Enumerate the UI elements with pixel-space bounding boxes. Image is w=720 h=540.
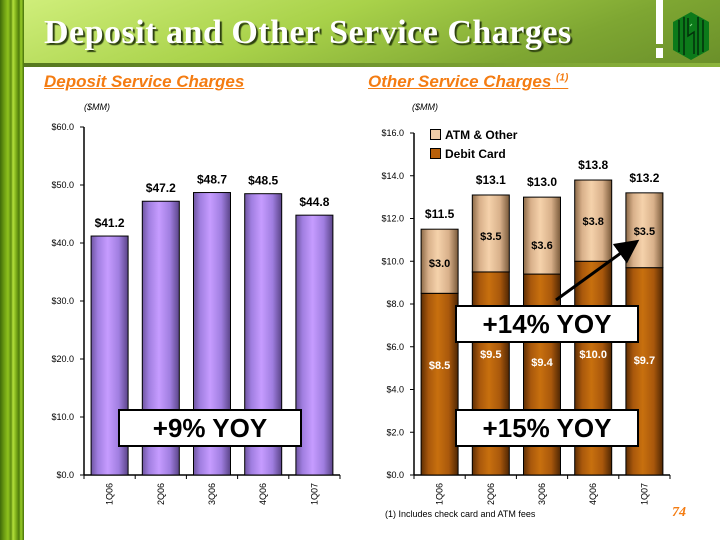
total-label: $11.5 xyxy=(425,207,455,221)
x-tick-label: 3Q06 xyxy=(537,483,547,505)
x-tick-label: 4Q06 xyxy=(258,483,268,505)
y-tick-label: $14.0 xyxy=(381,171,404,181)
deposit-bar-label: $48.7 xyxy=(197,173,227,187)
y-tick-label: $8.0 xyxy=(386,299,404,309)
atm-other-bar xyxy=(420,228,459,294)
y-tick-label: $10.0 xyxy=(51,412,74,422)
deposit-chart-title: Deposit Service Charges xyxy=(44,72,244,92)
y-tick-label: $60.0 xyxy=(51,122,74,132)
x-tick-label: 4Q06 xyxy=(588,483,598,505)
atm-other-label: $3.5 xyxy=(480,231,501,243)
deposit-chart: $0.0 $10.0 $20.0 $30.0 $40.0 $50.0 $60.0 1Q06 2Q… xyxy=(51,122,341,505)
y-tick-label: $2.0 xyxy=(386,427,404,437)
y-tick-label: $12.0 xyxy=(381,214,404,224)
legend-swatch-debit-card xyxy=(430,148,441,159)
atm-other-label: $3.0 xyxy=(429,258,450,270)
deposit-bar-label: $44.8 xyxy=(299,195,329,209)
y-tick-label: $0.0 xyxy=(56,470,74,480)
x-tick-label: 2Q06 xyxy=(486,483,496,505)
atm-other-bar xyxy=(574,179,613,262)
y-tick-label: $6.0 xyxy=(386,342,404,352)
total-label: $13.8 xyxy=(578,158,608,172)
atm-other-label: $3.6 xyxy=(531,240,552,252)
atm-other-label: $3.5 xyxy=(634,226,655,238)
other-chart-title-superscript: (1) xyxy=(556,72,569,84)
deposit-unit-label: ($MM) xyxy=(84,102,110,112)
atm-other-bar xyxy=(471,194,510,273)
deposit-bar-label: $47.2 xyxy=(146,181,176,195)
legend-label-debit-card: Debit Card xyxy=(445,146,506,161)
x-tick-label: 1Q06 xyxy=(105,483,115,505)
legend-item-debit-card: Debit Card xyxy=(430,144,517,163)
other-unit-label: ($MM) xyxy=(412,102,438,112)
deposit-bar xyxy=(295,214,334,476)
deposit-bar-label: $48.5 xyxy=(248,174,278,188)
page-number: 74 xyxy=(672,505,686,520)
y-tick-label: $16.0 xyxy=(381,128,404,138)
legend-label-atm-other: ATM & Other xyxy=(445,127,518,142)
page-title: Deposit and Other Service Charges xyxy=(44,14,572,51)
y-tick-label: $30.0 xyxy=(51,296,74,306)
other-chart-title: Other Service Charges (1) xyxy=(368,72,568,92)
y-tick-label: $0.0 xyxy=(386,470,404,480)
exclamation-dot xyxy=(656,48,663,58)
debit-card-label: $9.5 xyxy=(480,349,501,361)
y-tick-label: $50.0 xyxy=(51,180,74,190)
x-tick-label: 2Q06 xyxy=(156,483,166,505)
debit-card-bar xyxy=(420,292,459,476)
y-tick-label: $4.0 xyxy=(386,385,404,395)
debit-card-label: $8.5 xyxy=(429,360,450,372)
y-tick-label: $40.0 xyxy=(51,238,74,248)
debit-card-label: $9.7 xyxy=(634,355,655,367)
deposit-chart-title-text: Deposit Service Charges xyxy=(44,72,245,91)
x-tick-label: 1Q06 xyxy=(435,483,445,505)
x-tick-label: 1Q07 xyxy=(639,483,649,505)
legend-swatch-atm-other xyxy=(430,129,441,140)
total-label: $13.0 xyxy=(527,175,557,189)
debit-card-label: $9.4 xyxy=(531,357,553,369)
title-banner xyxy=(24,0,720,63)
other-yoy-callout-15: +15% YOY xyxy=(455,409,639,447)
atm-other-bar xyxy=(523,196,561,275)
debit-card-label: $10.0 xyxy=(579,349,607,361)
yoy-arrow-icon xyxy=(555,239,640,302)
footnote: (1) Includes check card and ATM fees xyxy=(385,509,536,519)
deposit-yoy-callout: +9% YOY xyxy=(118,409,302,447)
deposit-bar-label: $41.2 xyxy=(95,216,125,230)
exclamation-bar xyxy=(656,0,663,44)
atm-other-label: $3.8 xyxy=(582,216,603,228)
x-tick-label: 3Q06 xyxy=(207,483,217,505)
legend-item-atm-other: ATM & Other xyxy=(430,125,517,144)
other-chart-title-text: Other Service Charges xyxy=(368,72,552,91)
banner-divider xyxy=(24,63,720,67)
x-tick-label: 1Q07 xyxy=(309,483,319,505)
y-tick-label: $10.0 xyxy=(381,256,404,266)
other-yoy-callout-14: +14% YOY xyxy=(455,305,639,343)
bank-logo-icon xyxy=(673,12,709,60)
total-label: $13.2 xyxy=(629,171,659,185)
decorative-stripes xyxy=(0,0,24,540)
total-label: $13.1 xyxy=(476,173,506,187)
y-tick-label: $20.0 xyxy=(51,354,74,364)
other-chart-legend: ATM & Other Debit Card xyxy=(430,125,517,163)
